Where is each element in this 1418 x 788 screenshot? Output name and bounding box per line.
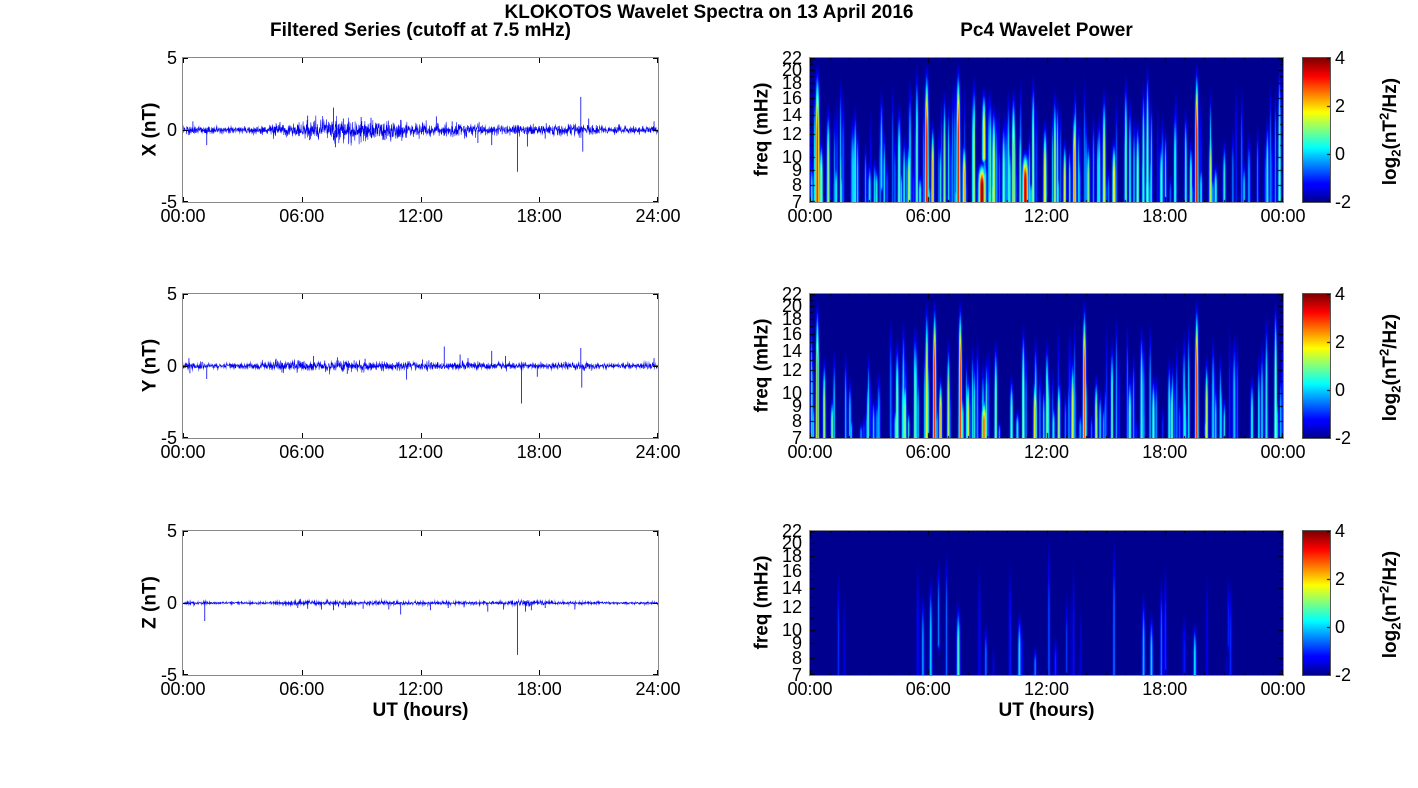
freq-tick-label: 20	[781, 59, 802, 80]
freq-tick-label: 18	[781, 309, 802, 330]
colorbar-tick-label: 0	[1335, 617, 1346, 637]
x-tick-label: 00:00	[160, 442, 206, 462]
right-xaxis-label: UT (hours)	[998, 700, 1095, 721]
freq-tick-label: 14	[781, 340, 802, 361]
x-tick-label: 12:00	[397, 206, 444, 226]
colorbar-tick-label: 2	[1335, 332, 1346, 352]
z-wavelet-spectrogram-canvas	[809, 530, 1284, 676]
freq-tick-label: 7	[791, 192, 802, 212]
colorbar-tick-label: -2	[1335, 428, 1352, 448]
x-tick-label: 06:00	[279, 442, 325, 462]
z-filtered-series-canvas	[182, 530, 659, 676]
x-tick-label: 06:00	[279, 206, 325, 226]
x-tick-label: 00:00	[787, 442, 833, 462]
colorbar-unit-label: log2(nT2/Hz)	[1376, 550, 1404, 659]
x-wavelet-spectrogram-canvas	[809, 57, 1284, 203]
freq-tick-label: 22	[781, 284, 802, 304]
x-tick-label: 24:00	[635, 442, 681, 462]
x-tick-label: 18:00	[1142, 206, 1188, 226]
freq-tick-label: 12	[781, 124, 802, 145]
freq-tick-label: 8	[791, 175, 802, 196]
x-tick-label: 00:00	[1260, 679, 1306, 699]
x-tick-label: 00:00	[1260, 442, 1306, 462]
freq-tick-label: 9	[791, 633, 802, 654]
y-tick-label: -5	[160, 192, 177, 212]
y-tick-label: 5	[166, 284, 177, 304]
colorbar-tick-label: 2	[1335, 569, 1346, 589]
colorbar-tick-label: 4	[1335, 284, 1346, 304]
freq-tick-label: 8	[791, 411, 802, 432]
x-tick-label: 18:00	[516, 442, 562, 462]
x-tick-label: 06:00	[905, 679, 951, 699]
right-column-title: Pc4 Wavelet Power	[960, 20, 1133, 41]
colorbar-x	[1302, 57, 1331, 203]
x-tick-label: 00:00	[1260, 206, 1306, 226]
freq-tick-label: 9	[791, 160, 802, 181]
x-tick-label: 18:00	[516, 679, 562, 699]
colorbar-tick-label: 4	[1335, 521, 1346, 541]
colorbar-y	[1302, 293, 1331, 439]
freq-tick-label: 14	[781, 104, 802, 125]
freq-tick-label: 14	[781, 577, 802, 598]
y-tick-label: 0	[166, 120, 177, 140]
colorbar-z	[1302, 530, 1331, 676]
colorbar-unit-label: log2(nT2/Hz)	[1376, 77, 1404, 186]
colorbar-tick-label: -2	[1335, 192, 1352, 212]
x-tick-label: 06:00	[905, 206, 951, 226]
main-title: KLOKOTOS Wavelet Spectra on 13 April 201…	[504, 2, 914, 23]
y-tick-label: 5	[166, 48, 177, 68]
freq-tick-label: 20	[781, 295, 802, 316]
x-tick-label: 00:00	[787, 206, 833, 226]
x-filtered-series-canvas	[182, 57, 659, 203]
freq-tick-label: 7	[791, 428, 802, 448]
freq-tick-label: 22	[781, 521, 802, 541]
x-tick-label: 00:00	[160, 679, 206, 699]
x-tick-label: 18:00	[516, 206, 562, 226]
freq-tick-label: 16	[781, 88, 802, 109]
freq-tick-label: 16	[781, 324, 802, 345]
x-tick-label: 12:00	[397, 442, 444, 462]
x-tick-label: 24:00	[635, 679, 681, 699]
x-tick-label: 18:00	[1142, 442, 1188, 462]
freq-tick-label: 22	[781, 48, 802, 68]
x-tick-label: 12:00	[1023, 442, 1070, 462]
freq-tick-label: 10	[781, 147, 802, 168]
freq-tick-label: 18	[781, 546, 802, 567]
x-tick-label: 06:00	[279, 679, 325, 699]
x-tick-label: 06:00	[905, 442, 951, 462]
y-filtered-series-canvas	[182, 293, 659, 439]
freq-tick-label: 7	[791, 665, 802, 685]
freq-tick-label: 18	[781, 73, 802, 94]
freq-tick-label: 12	[781, 597, 802, 618]
colorbar-tick-label: -2	[1335, 665, 1352, 685]
x-tick-label: 00:00	[787, 679, 833, 699]
y-tick-label: 0	[166, 356, 177, 376]
freq-tick-label: 12	[781, 360, 802, 381]
freq-tick-label: 8	[791, 648, 802, 669]
x-tick-label: 24:00	[635, 206, 681, 226]
x-tick-label: 12:00	[1023, 206, 1070, 226]
colorbar-tick-label: 4	[1335, 48, 1346, 68]
y-wavelet-spectrogram-canvas	[809, 293, 1284, 439]
y-tick-label: -5	[160, 428, 177, 448]
y-tick-label: 0	[166, 593, 177, 613]
x-tick-label: 00:00	[160, 206, 206, 226]
freq-tick-label: 9	[791, 396, 802, 417]
y-tick-label: 5	[166, 521, 177, 541]
colorbar-tick-label: 0	[1335, 144, 1346, 164]
colorbar-tick-label: 2	[1335, 96, 1346, 116]
x-tick-label: 12:00	[397, 679, 444, 699]
left-column-title: Filtered Series (cutoff at 7.5 mHz)	[270, 20, 571, 41]
left-xaxis-label: UT (hours)	[372, 700, 469, 721]
freq-tick-label: 10	[781, 383, 802, 404]
freq-tick-label: 20	[781, 532, 802, 553]
colorbar-tick-label: 0	[1335, 380, 1346, 400]
x-tick-label: 18:00	[1142, 679, 1188, 699]
freq-tick-label: 16	[781, 561, 802, 582]
x-tick-label: 12:00	[1023, 679, 1070, 699]
freq-tick-label: 10	[781, 620, 802, 641]
colorbar-unit-label: log2(nT2/Hz)	[1376, 313, 1404, 422]
y-tick-label: -5	[160, 665, 177, 685]
